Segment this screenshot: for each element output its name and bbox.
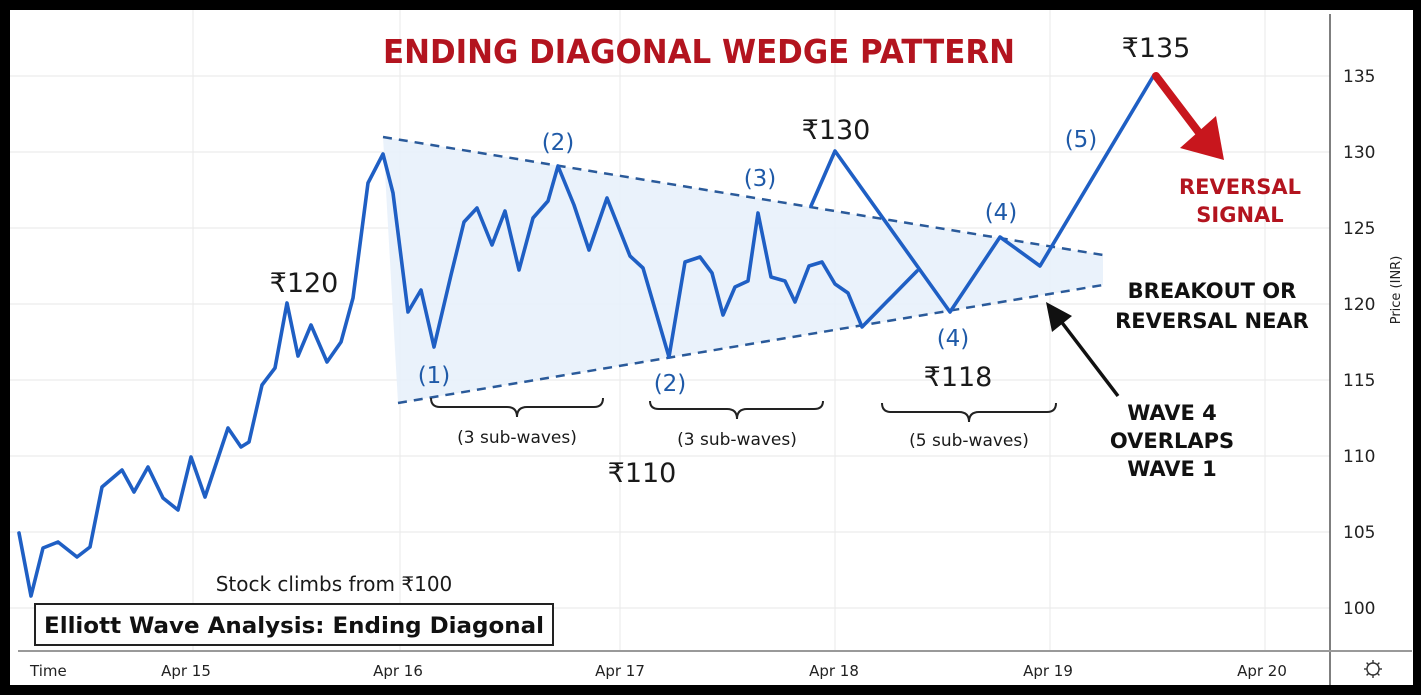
y-tick-110: 110 xyxy=(1343,447,1375,467)
x-axis-ticks: Time Apr 15 Apr 16 Apr 17 Apr 18 Apr 19 … xyxy=(29,662,1287,680)
price-label-118: ₹118 xyxy=(924,362,993,393)
x-tick-apr17: Apr 17 xyxy=(595,662,645,680)
reversal-arrow xyxy=(1152,72,1224,160)
reversal-signal-line2: SIGNAL xyxy=(1196,203,1283,227)
sub-wave-label-2: (3 sub-waves) xyxy=(677,430,797,450)
y-tick-100: 100 xyxy=(1343,599,1375,619)
wave-label-2-bottom: (2) xyxy=(654,371,687,397)
y-axis-ticks: 135 130 125 120 115 110 105 100 xyxy=(1343,67,1375,619)
x-tick-apr16: Apr 16 xyxy=(373,662,423,680)
chart-title: ENDING DIAGONAL WEDGE PATTERN xyxy=(383,32,1015,71)
overlap-arrow xyxy=(1046,302,1120,398)
wave-label-3: (3) xyxy=(744,166,777,192)
caption-box-text: Elliott Wave Analysis: Ending Diagonal xyxy=(44,614,544,639)
breakout-note-line1: BREAKOUT OR xyxy=(1128,279,1297,303)
price-label-130: ₹130 xyxy=(802,115,871,146)
y-tick-120: 120 xyxy=(1343,295,1375,315)
lower-wedge-line xyxy=(397,283,1104,405)
wave-label-4-bottom: (4) xyxy=(937,326,970,352)
x-axis-title: Time xyxy=(29,662,67,680)
y-tick-130: 130 xyxy=(1343,143,1375,163)
y-tick-105: 105 xyxy=(1343,523,1375,543)
wave-5-line xyxy=(809,73,1156,314)
gear-icon[interactable] xyxy=(1364,660,1382,678)
price-label-120: ₹120 xyxy=(270,268,339,299)
wave-label-1: (1) xyxy=(418,363,451,389)
overlap-note-line1: WAVE 4 xyxy=(1127,401,1217,425)
y-tick-115: 115 xyxy=(1343,371,1375,391)
wedge-area xyxy=(383,137,1103,403)
overlap-note-line3: WAVE 1 xyxy=(1127,457,1217,481)
reversal-signal-line1: REVERSAL xyxy=(1179,175,1301,199)
wave-label-5: (5) xyxy=(1065,127,1098,153)
wave-label-4-top: (4) xyxy=(985,200,1018,226)
x-tick-apr20: Apr 20 xyxy=(1237,662,1287,680)
x-tick-apr18: Apr 18 xyxy=(809,662,859,680)
price-line xyxy=(17,152,919,598)
x-tick-apr19: Apr 19 xyxy=(1023,662,1073,680)
sub-wave-label-1: (3 sub-waves) xyxy=(457,428,577,448)
y-axis-title: Price (INR) xyxy=(1389,256,1404,325)
sub-wave-label-3: (5 sub-waves) xyxy=(909,431,1029,451)
x-tick-apr15: Apr 15 xyxy=(161,662,211,680)
caption-box xyxy=(34,603,554,646)
wave-label-2-top: (2) xyxy=(542,130,575,156)
breakout-note-line2: REVERSAL NEAR xyxy=(1115,309,1309,333)
upper-wedge-line xyxy=(382,135,1104,257)
y-tick-125: 125 xyxy=(1343,219,1375,239)
y-tick-135: 135 xyxy=(1343,67,1375,87)
climb-note: Stock climbs from ₹100 xyxy=(216,572,453,596)
price-label-110: ₹110 xyxy=(608,458,677,489)
sub-wave-braces xyxy=(430,397,1057,423)
price-label-135: ₹135 xyxy=(1122,33,1191,64)
overlap-note-line2: OVERLAPS xyxy=(1110,429,1234,453)
